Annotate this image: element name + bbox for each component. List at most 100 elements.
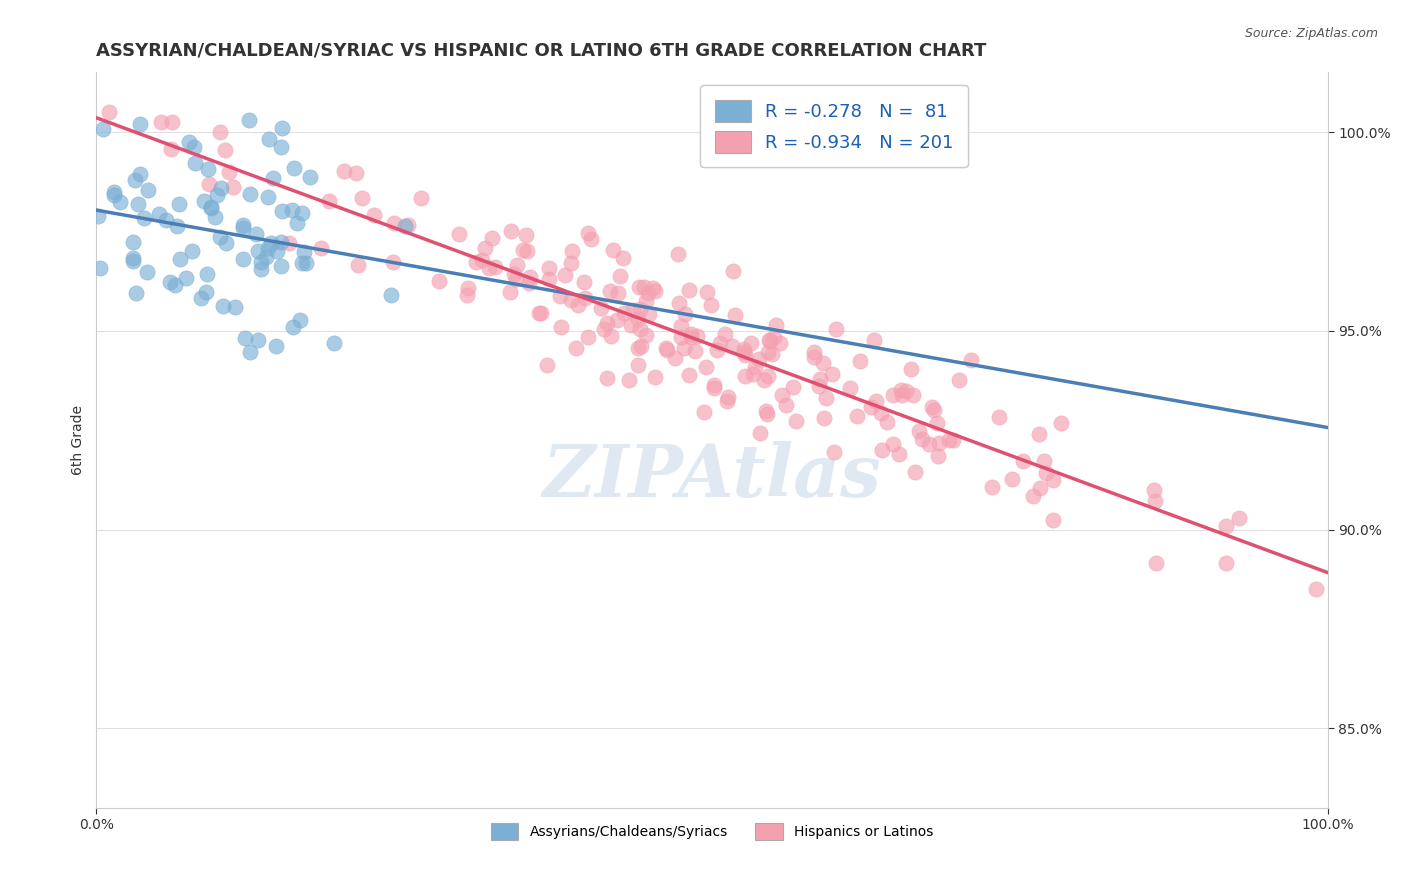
Point — [769, 336, 792, 351]
Point — [91, 122, 114, 136]
Point — [103, 187, 125, 202]
Point — [609, 269, 631, 284]
Point — [734, 369, 756, 384]
Point — [671, 318, 693, 333]
Point — [672, 341, 695, 355]
Point — [560, 293, 582, 308]
Point — [333, 164, 356, 178]
Point — [471, 253, 494, 268]
Point — [554, 268, 576, 283]
Point — [122, 253, 145, 268]
Point — [740, 335, 762, 350]
Point — [948, 373, 970, 387]
Point — [457, 281, 479, 295]
Point — [1143, 483, 1166, 497]
Point — [627, 358, 650, 372]
Point — [517, 276, 540, 290]
Point — [271, 204, 294, 219]
Point — [209, 229, 232, 244]
Point — [775, 398, 797, 412]
Point — [280, 203, 302, 218]
Point — [1029, 481, 1052, 495]
Point — [803, 350, 825, 364]
Point — [474, 241, 496, 255]
Point — [620, 318, 643, 333]
Point — [464, 255, 486, 269]
Point — [254, 250, 277, 264]
Point — [292, 244, 315, 259]
Point — [755, 403, 778, 417]
Point — [870, 406, 893, 420]
Point — [270, 140, 292, 154]
Text: ASSYRIAN/CHALDEAN/SYRIAC VS HISPANIC OR LATINO 6TH GRADE CORRELATION CHART: ASSYRIAN/CHALDEAN/SYRIAC VS HISPANIC OR … — [97, 42, 987, 60]
Point — [382, 216, 405, 230]
Point — [959, 353, 981, 368]
Point — [505, 258, 527, 272]
Point — [921, 400, 943, 414]
Point — [155, 213, 177, 227]
Point — [678, 283, 700, 297]
Point — [1028, 427, 1050, 442]
Point — [110, 195, 132, 210]
Point — [908, 424, 931, 438]
Point — [124, 173, 146, 187]
Text: ZIPAtlas: ZIPAtlas — [543, 442, 882, 513]
Point — [714, 327, 737, 342]
Point — [1042, 513, 1064, 527]
Point — [538, 272, 561, 286]
Point — [169, 252, 191, 266]
Point — [628, 301, 651, 316]
Point — [803, 344, 825, 359]
Point — [1012, 454, 1035, 468]
Point — [733, 343, 755, 357]
Point — [215, 235, 238, 250]
Point — [447, 227, 470, 241]
Point — [266, 244, 288, 258]
Point — [211, 299, 233, 313]
Point — [363, 208, 385, 222]
Point — [538, 261, 561, 276]
Point — [1215, 519, 1237, 533]
Point — [709, 335, 731, 350]
Point — [121, 235, 143, 250]
Point — [706, 343, 728, 357]
Point — [815, 392, 838, 406]
Point — [922, 403, 945, 417]
Point — [560, 256, 582, 270]
Point — [294, 256, 316, 270]
Point — [813, 410, 835, 425]
Point — [901, 388, 924, 402]
Point — [596, 371, 619, 385]
Point — [218, 165, 240, 179]
Point — [128, 117, 150, 131]
Point — [627, 311, 650, 326]
Point — [911, 432, 934, 446]
Point — [127, 196, 149, 211]
Point — [181, 244, 204, 259]
Point — [190, 291, 212, 305]
Point — [666, 247, 689, 261]
Point — [716, 394, 738, 409]
Point — [808, 372, 831, 386]
Point — [270, 120, 292, 135]
Legend: R = -0.278   N =  81, R = -0.934   N = 201: R = -0.278 N = 81, R = -0.934 N = 201 — [700, 85, 967, 167]
Point — [512, 244, 534, 258]
Point — [576, 227, 599, 241]
Point — [200, 201, 222, 215]
Point — [621, 302, 644, 317]
Point — [762, 330, 785, 344]
Point — [193, 194, 215, 208]
Point — [785, 414, 807, 428]
Point — [988, 409, 1011, 424]
Point — [222, 180, 245, 194]
Point — [927, 416, 949, 430]
Point — [232, 221, 254, 235]
Point — [166, 219, 188, 234]
Point — [380, 288, 402, 302]
Point — [318, 194, 340, 209]
Point — [599, 285, 621, 299]
Point — [849, 353, 872, 368]
Point — [882, 437, 904, 451]
Point — [505, 272, 527, 286]
Point — [183, 156, 205, 170]
